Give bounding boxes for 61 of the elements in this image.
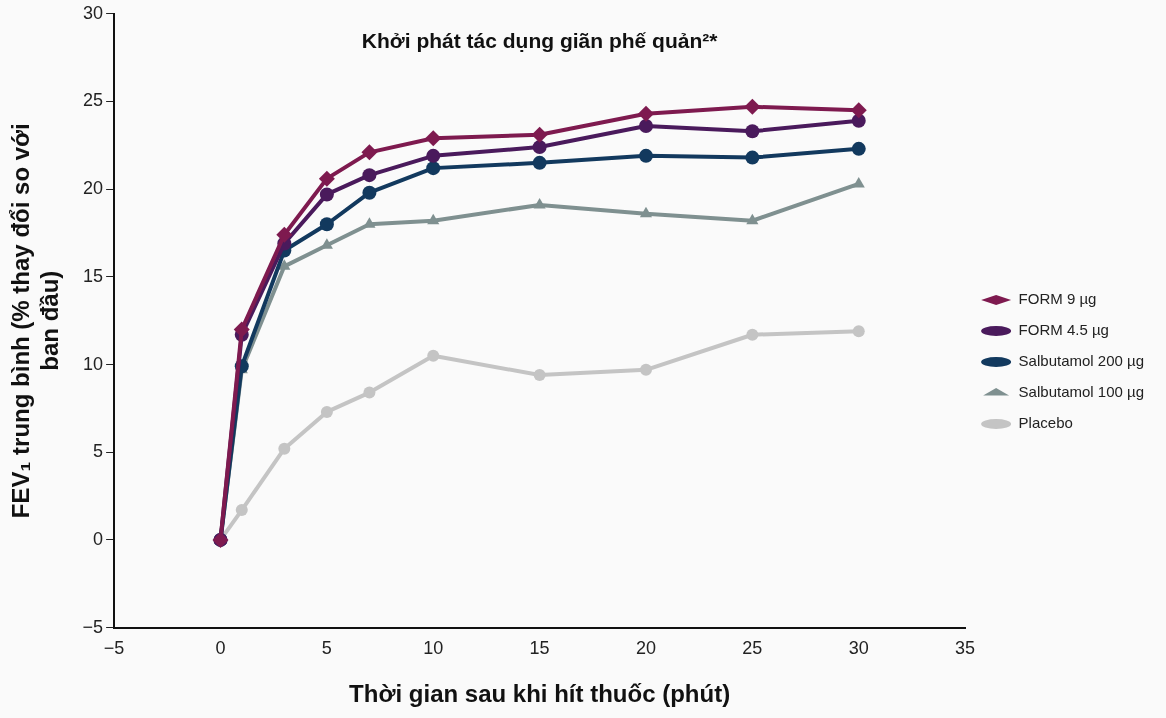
y-tick-label: 5 xyxy=(93,441,104,462)
legend-label: FORM 4.5 µg xyxy=(1018,321,1109,339)
point xyxy=(638,148,653,163)
point xyxy=(746,213,759,225)
x-tick-label: 20 xyxy=(635,638,656,659)
point xyxy=(235,504,248,517)
y-tick-label: 25 xyxy=(83,90,104,111)
point xyxy=(320,405,333,418)
point xyxy=(276,226,293,243)
legend-label: Salbutamol 100 µg xyxy=(1018,383,1144,401)
x-tick-label: 15 xyxy=(529,638,550,659)
x-tick-label: 10 xyxy=(423,638,444,659)
legend-label: Salbutamol 200 µg xyxy=(1018,352,1144,370)
x-tick-label: 30 xyxy=(848,638,869,659)
point xyxy=(531,126,548,143)
point xyxy=(532,140,547,155)
point xyxy=(745,124,760,139)
point xyxy=(427,349,440,362)
y-tick-label: −5 xyxy=(82,616,104,637)
x-tick-label: 5 xyxy=(321,638,332,659)
y-tick-label: 0 xyxy=(93,528,104,549)
point xyxy=(532,155,547,170)
point xyxy=(319,187,334,202)
point xyxy=(426,161,441,176)
x-tick-label: 25 xyxy=(742,638,763,659)
legend-label: Placebo xyxy=(1018,414,1073,432)
y-tick-label: 15 xyxy=(83,265,104,286)
text: Khởi phát tác dụng giãn phế quản²* xyxy=(361,28,719,52)
y-tick-label: 30 xyxy=(83,2,104,23)
point xyxy=(533,369,546,382)
x-axis-title: Thời gian sau khi hít thuốc (phút) xyxy=(349,680,731,708)
x-tick-label: 35 xyxy=(955,638,976,659)
x-tick-label: 0 xyxy=(215,638,226,659)
point xyxy=(744,98,761,115)
point xyxy=(362,185,377,200)
point xyxy=(427,213,440,225)
point xyxy=(850,102,867,119)
point xyxy=(363,386,376,399)
point xyxy=(852,176,865,188)
point xyxy=(851,141,866,156)
point xyxy=(746,328,759,341)
point xyxy=(318,170,335,187)
point xyxy=(319,217,334,232)
point xyxy=(278,259,291,270)
legend-label: FORM 9 µg xyxy=(1018,290,1097,308)
point xyxy=(637,105,654,122)
point xyxy=(533,197,546,209)
point xyxy=(639,363,652,376)
point xyxy=(361,144,378,161)
point xyxy=(233,321,250,338)
point xyxy=(639,206,653,218)
point xyxy=(362,168,377,183)
point xyxy=(638,119,653,134)
point xyxy=(745,150,760,165)
y-tick-label: 10 xyxy=(83,353,104,374)
point xyxy=(852,325,865,338)
point xyxy=(425,130,442,147)
point xyxy=(278,442,291,455)
y-axis-title: FEV₁ trung bình (% thay đổi so với ban đầu) xyxy=(7,123,63,519)
y-tick-label: 20 xyxy=(83,178,104,199)
point xyxy=(426,148,441,163)
